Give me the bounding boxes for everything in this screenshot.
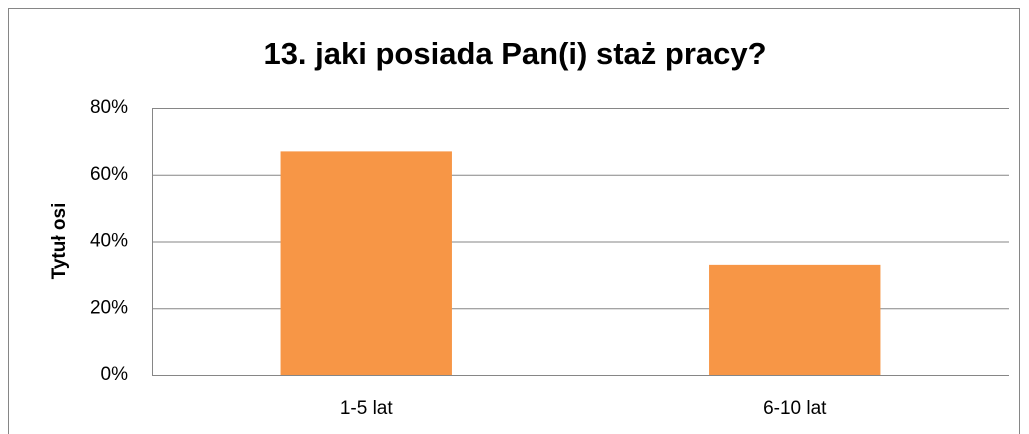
- y-tick-label: 60%: [90, 164, 128, 185]
- y-tick-label: 80%: [90, 97, 128, 118]
- chart-title: 13. jaki posiada Pan(i) staż pracy?: [263, 36, 766, 71]
- x-tick-label: 6-10 lat: [763, 398, 827, 419]
- bar: [709, 264, 881, 375]
- y-tick-label: 40%: [90, 231, 128, 252]
- x-tick-label: 1-5 lat: [340, 398, 394, 419]
- y-tick-label: 0%: [101, 364, 129, 385]
- y-tick-label: 20%: [90, 297, 128, 318]
- bar: [280, 151, 452, 375]
- y-axis-title: Tytuł osi: [49, 203, 70, 280]
